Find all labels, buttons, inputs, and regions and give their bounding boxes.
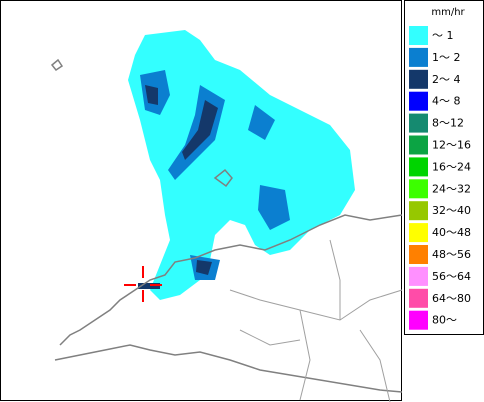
legend-swatch — [409, 91, 428, 111]
legend-swatch — [409, 69, 428, 89]
legend-label: 56～64 — [432, 270, 471, 283]
map — [0, 0, 403, 402]
legend-swatch — [409, 135, 428, 155]
legend-swatch — [409, 288, 428, 308]
legend-label: ～ 1 — [432, 29, 454, 42]
legend-label: 64～80 — [432, 292, 471, 305]
legend-label: 32～40 — [432, 204, 471, 217]
legend-label: 1～ 2 — [432, 51, 461, 64]
legend-swatch — [409, 157, 428, 177]
legend-swatch — [409, 47, 428, 67]
legend-swatch — [409, 223, 428, 243]
legend-swatch — [409, 266, 428, 286]
rain-moderate — [140, 70, 290, 280]
legend-swatch — [409, 26, 428, 45]
legend-label: 12～16 — [432, 139, 471, 152]
legend-label: 8～12 — [432, 117, 464, 130]
legend-label: 24～32 — [432, 182, 471, 195]
legend-label: 80～ — [432, 314, 457, 327]
legend-label: 2～ 4 — [432, 73, 461, 86]
island — [50, 58, 233, 188]
legend-swatch — [409, 245, 428, 264]
location-marker — [124, 266, 162, 302]
legend: mm/hr ～ 1 1～ 2 2～ 4 4～ 8 8～12 12～16 16～24 24～32… — [404, 0, 484, 335]
legend-label: 16～24 — [432, 160, 471, 173]
legend-swatch — [409, 310, 428, 330]
prefecture-border — [229, 239, 403, 402]
rain-light — [128, 30, 355, 300]
legend-label: 48～56 — [432, 248, 471, 261]
legend-swatch — [409, 201, 428, 221]
coastline — [54, 344, 403, 393]
coastline — [59, 214, 403, 346]
legend-label: 4～ 8 — [432, 95, 461, 108]
legend-unit: mm/hr — [431, 7, 465, 18]
legend-swatch — [409, 179, 428, 199]
rain-heavy — [138, 85, 218, 289]
legend-swatch — [409, 113, 428, 133]
legend-label: 40～48 — [432, 226, 471, 239]
